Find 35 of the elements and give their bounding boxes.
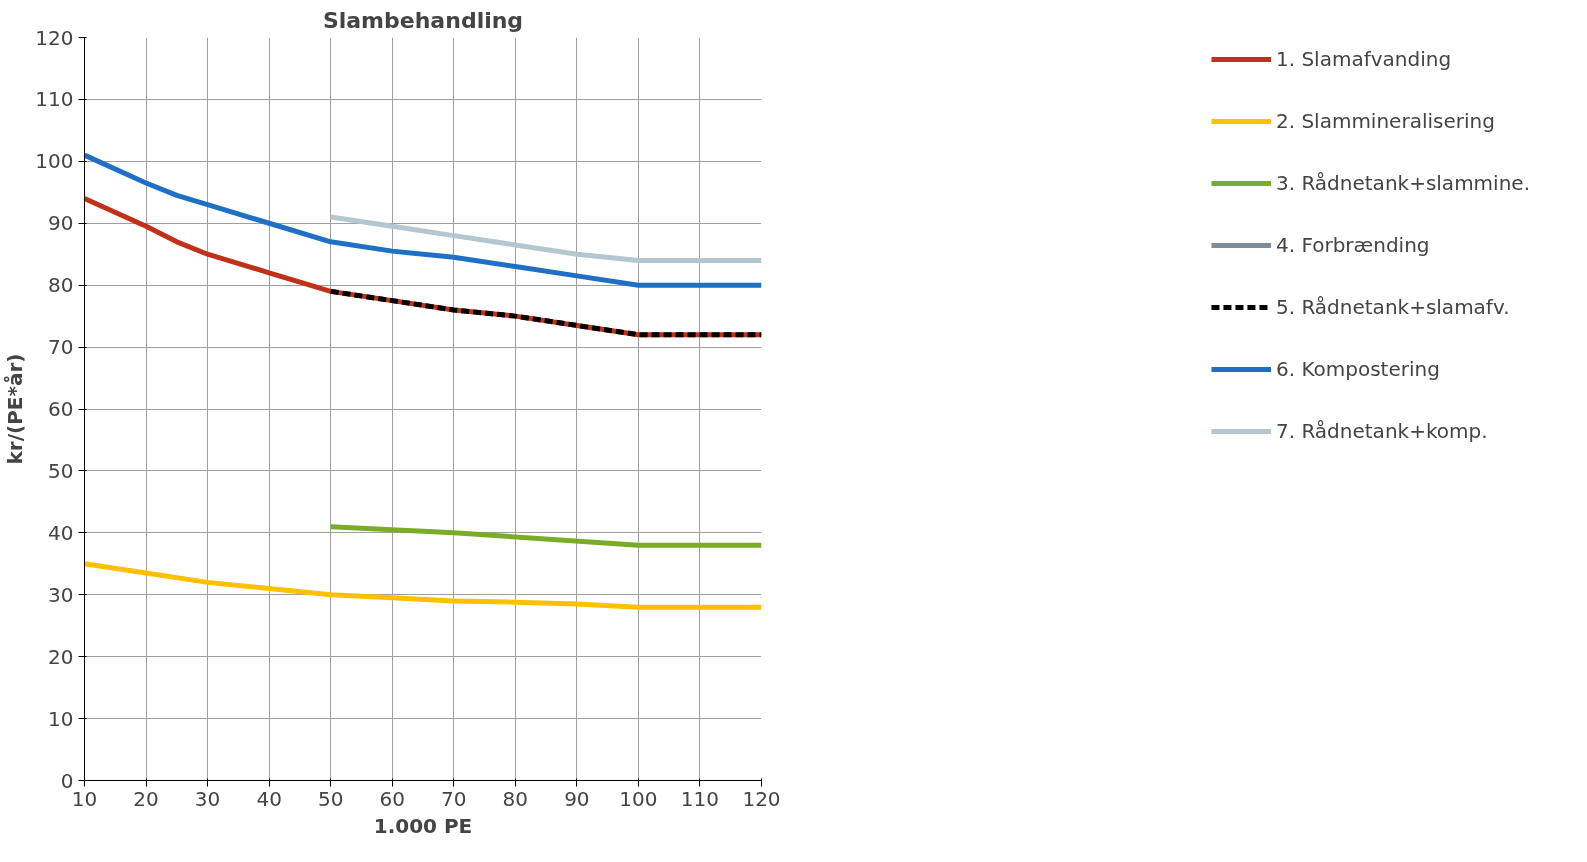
- y-tick-label: 70: [48, 335, 74, 360]
- legend-label: 1. Slamafvanding: [1275, 47, 1452, 71]
- legend-label: 3. Rådnetank+slammine.: [1275, 171, 1530, 195]
- x-axis-title: 1.000 PE: [373, 813, 473, 838]
- x-tick-label: 10: [71, 786, 98, 811]
- x-tick-label: 90: [564, 786, 590, 811]
- x-tick-label: 40: [256, 786, 282, 811]
- legend-label: 7. Rådnetank+komp.: [1275, 419, 1488, 443]
- x-tick-label: 70: [441, 786, 467, 811]
- y-tick-label: 30: [48, 582, 74, 607]
- x-tick-label: 20: [133, 786, 159, 811]
- x-tick-label: 120: [742, 786, 781, 811]
- y-tick-label: 50: [48, 458, 74, 483]
- y-tick-label: 120: [35, 25, 74, 50]
- y-tick-label: 0: [60, 768, 74, 793]
- y-tick-label: 40: [48, 520, 74, 545]
- y-tick-label: 10: [48, 706, 74, 731]
- x-tick-label: 30: [194, 786, 221, 811]
- x-tick-label: 100: [619, 786, 658, 811]
- y-tick-label: 110: [35, 87, 74, 112]
- legend-label: 4. Forbrænding: [1275, 233, 1430, 257]
- y-tick-label: 20: [48, 644, 74, 669]
- x-tick-label: 80: [502, 786, 529, 811]
- x-tick-label: 60: [379, 786, 405, 811]
- x-tick-label: 50: [317, 786, 344, 811]
- y-axis-title: kr/(PE*år): [3, 353, 28, 465]
- x-tick-label: 110: [680, 786, 720, 811]
- legend-label: 6. Kompostering: [1275, 357, 1440, 381]
- chart-title: Slambehandling: [322, 7, 524, 33]
- legend-label: 2. Slammineralisering: [1275, 109, 1495, 133]
- legend-label: 5. Rådnetank+slamafv.: [1275, 295, 1510, 319]
- y-tick-label: 60: [48, 397, 74, 421]
- y-tick-label: 100: [35, 149, 74, 174]
- y-tick-label: 80: [48, 273, 74, 298]
- y-tick-label: 90: [48, 211, 74, 236]
